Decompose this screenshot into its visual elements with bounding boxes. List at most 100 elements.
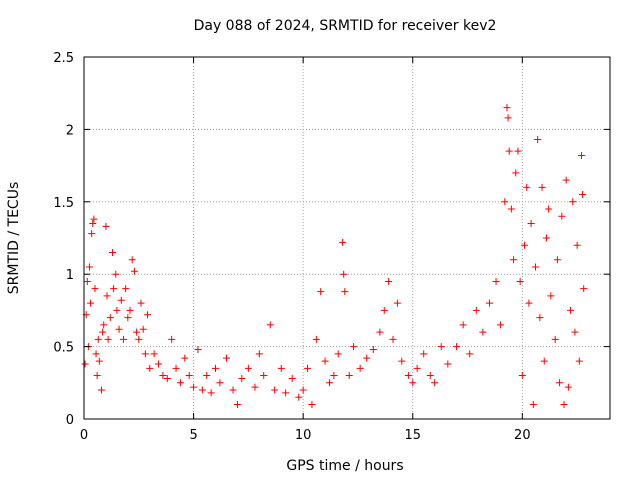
data-point xyxy=(288,374,296,382)
data-point xyxy=(551,335,559,343)
data-point xyxy=(534,136,542,144)
data-point xyxy=(88,230,96,238)
data-point xyxy=(91,285,99,293)
data-point xyxy=(137,299,145,307)
data-point xyxy=(507,205,515,213)
data-point xyxy=(529,401,537,409)
data-point xyxy=(579,191,587,199)
data-point xyxy=(409,379,417,387)
data-point xyxy=(404,372,412,380)
data-point xyxy=(207,389,215,397)
x-tick-label: 5 xyxy=(189,428,197,443)
data-point xyxy=(146,364,154,372)
data-point xyxy=(376,328,384,336)
data-point xyxy=(139,325,147,333)
data-point xyxy=(334,350,342,358)
data-point xyxy=(87,299,95,307)
data-point xyxy=(516,277,524,285)
data-point xyxy=(389,335,397,343)
data-point xyxy=(168,335,176,343)
data-point xyxy=(492,277,500,285)
data-point xyxy=(503,104,511,112)
data-point xyxy=(564,383,572,391)
data-point xyxy=(190,383,198,391)
data-point xyxy=(128,256,136,264)
data-point xyxy=(527,220,535,228)
data-point xyxy=(155,360,163,368)
data-point xyxy=(126,306,134,314)
data-points xyxy=(81,104,588,409)
data-point xyxy=(393,299,401,307)
data-point xyxy=(271,386,279,394)
plot-frame xyxy=(83,56,611,420)
data-point xyxy=(81,360,89,368)
data-point xyxy=(113,306,121,314)
data-point xyxy=(560,401,568,409)
data-point xyxy=(567,306,575,314)
data-point xyxy=(266,321,274,329)
data-point xyxy=(413,364,421,372)
data-point xyxy=(325,379,333,387)
data-point xyxy=(176,379,184,387)
data-point xyxy=(339,238,347,246)
data-point xyxy=(117,296,125,304)
data-point xyxy=(108,248,116,256)
y-tick-label: 1 xyxy=(66,268,74,283)
y-tick-label: 0 xyxy=(66,413,74,428)
data-point xyxy=(540,357,548,365)
data-point xyxy=(133,328,141,336)
data-point xyxy=(350,343,358,351)
y-tick-label: 0.5 xyxy=(53,341,74,356)
data-point xyxy=(496,321,504,329)
data-point xyxy=(531,263,539,271)
data-point xyxy=(255,350,263,358)
data-point xyxy=(321,357,329,365)
data-point xyxy=(216,379,224,387)
data-point xyxy=(103,292,111,300)
data-point xyxy=(420,350,428,358)
data-point xyxy=(573,241,581,249)
data-point xyxy=(172,364,180,372)
data-point xyxy=(553,256,561,264)
data-point xyxy=(229,386,237,394)
data-point xyxy=(141,350,149,358)
data-point xyxy=(85,263,93,271)
data-point xyxy=(538,183,546,191)
data-point xyxy=(501,198,509,206)
x-tick-label: 15 xyxy=(404,428,421,443)
data-point xyxy=(466,350,474,358)
x-tick-label: 10 xyxy=(295,428,312,443)
data-point xyxy=(102,222,110,230)
data-point xyxy=(317,288,325,296)
data-point xyxy=(363,354,371,362)
data-point xyxy=(369,345,377,353)
data-point xyxy=(260,372,268,380)
data-point xyxy=(185,372,193,380)
data-point xyxy=(571,328,579,336)
data-point xyxy=(99,328,107,336)
data-point xyxy=(518,372,526,380)
y-tick-label: 1.5 xyxy=(53,196,74,211)
data-point xyxy=(536,314,544,322)
data-point xyxy=(437,343,445,351)
data-point xyxy=(295,393,303,401)
data-point xyxy=(90,215,98,223)
data-point xyxy=(238,374,246,382)
data-point xyxy=(514,147,522,155)
data-point xyxy=(135,335,143,343)
data-point xyxy=(472,306,480,314)
data-point xyxy=(92,350,100,358)
data-point xyxy=(89,220,97,228)
data-point xyxy=(512,169,520,177)
data-point xyxy=(356,364,364,372)
data-point xyxy=(340,270,348,278)
data-point xyxy=(525,299,533,307)
data-point xyxy=(124,314,132,322)
data-point xyxy=(510,256,518,264)
data-point xyxy=(83,277,91,285)
data-point xyxy=(100,321,108,329)
y-tick-label: 2.5 xyxy=(53,51,74,66)
data-point xyxy=(459,321,467,329)
data-point xyxy=(304,364,312,372)
data-point xyxy=(212,364,219,372)
